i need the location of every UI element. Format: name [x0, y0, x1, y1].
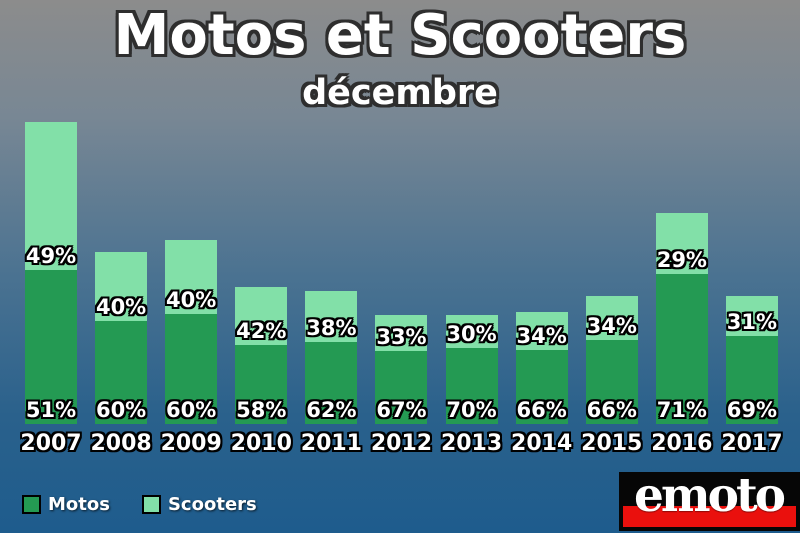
bar-group-2013: 30% 70% 2013 [441, 315, 502, 456]
motos-value-label: 51% [25, 398, 77, 422]
bar-group-2015: 34% 66% 2015 [581, 296, 642, 456]
year-label: 2010 [230, 431, 292, 456]
motos-segment: 67% [375, 351, 428, 424]
legend-label-scooters: Scooters [167, 494, 257, 515]
year-label: 2013 [440, 431, 503, 456]
motos-value-label: 66% [586, 398, 637, 422]
scooters-value-label: 38% [306, 316, 357, 340]
plot-area: 49% 51% 2007 40% 60% 2008 40% 60% 2009 42% 58% 2010… [20, 0, 783, 456]
motos-value-label: 69% [726, 398, 778, 422]
motos-segment: 60% [165, 314, 218, 424]
scooters-segment: 40% [95, 252, 148, 321]
scooters-value-label: 30% [446, 322, 497, 346]
scooters-value-label: 31% [726, 310, 778, 334]
motos-segment: 62% [305, 342, 358, 424]
motos-value-label: 70% [446, 398, 497, 422]
motos-value-label: 60% [166, 398, 217, 422]
year-label: 2012 [370, 431, 433, 456]
logo-text: emoto [633, 468, 786, 523]
scooters-value-label: 49% [25, 244, 77, 268]
scooters-value-label: 40% [95, 295, 147, 319]
bar-group-2009: 40% 60% 2009 [161, 240, 222, 456]
scooters-segment: 42% [235, 287, 288, 345]
motos-segment: 58% [235, 345, 288, 424]
scooters-segment: 31% [725, 296, 778, 336]
motos-value-label: 67% [376, 398, 427, 422]
motos-value-label: 71% [656, 398, 707, 422]
motos-value-label: 60% [95, 398, 147, 422]
motos-value-label: 58% [236, 398, 287, 422]
scooters-value-label: 34% [516, 324, 567, 348]
year-label: 2008 [90, 431, 152, 456]
scooters-value-label: 42% [236, 319, 287, 343]
bar-group-2007: 49% 51% 2007 [20, 122, 82, 456]
motos-value-label: 62% [306, 398, 357, 422]
motos-segment: 66% [585, 340, 638, 424]
scooters-value-label: 34% [586, 314, 637, 338]
motos-segment: 51% [25, 270, 77, 424]
chart-title: Motos et Scooters [113, 3, 687, 68]
motos-color-swatch [22, 495, 41, 514]
motos-segment: 60% [95, 321, 148, 424]
bar-group-2016: 29% 71% 2016 [651, 213, 712, 456]
scooters-segment: 49% [25, 122, 77, 270]
emoto-logo: emoto [619, 468, 800, 531]
bar-group-2017: 31% 69% 2017 [721, 296, 783, 456]
year-label: 2017 [721, 431, 783, 456]
scooters-segment: 33% [375, 315, 428, 351]
scooters-segment: 38% [305, 291, 358, 342]
scooters-segment: 30% [445, 315, 498, 348]
legend-label-motos: Motos [48, 494, 110, 515]
bar-group-2014: 34% 66% 2014 [511, 312, 572, 456]
year-label: 2011 [300, 431, 362, 456]
year-label: 2007 [20, 431, 82, 456]
legend-item-scooters: Scooters [141, 494, 257, 515]
scooters-value-label: 29% [656, 248, 707, 272]
year-label: 2015 [581, 431, 643, 456]
scooters-segment: 40% [165, 240, 218, 314]
motos-segment: 71% [655, 274, 708, 424]
bar-group-2008: 40% 60% 2008 [90, 252, 152, 456]
chart-subtitle: décembre [302, 73, 498, 113]
year-label: 2016 [651, 431, 713, 456]
year-label: 2014 [511, 431, 573, 456]
legend-item-motos: Motos [22, 494, 110, 515]
logo-red-stripe [623, 506, 796, 527]
bar-group-2011: 38% 62% 2011 [301, 291, 362, 456]
motos-segment: 66% [515, 350, 568, 424]
motos-segment: 69% [725, 336, 778, 424]
year-label: 2009 [160, 431, 222, 456]
scooters-value-label: 40% [166, 288, 217, 312]
bar-group-2012: 33% 67% 2012 [371, 315, 432, 456]
scooters-value-label: 33% [376, 325, 427, 349]
scooters-color-swatch [141, 495, 161, 514]
motos-segment: 70% [445, 348, 498, 424]
motos-value-label: 66% [516, 398, 567, 422]
scooters-segment: 29% [655, 213, 708, 274]
scooters-segment: 34% [585, 296, 638, 340]
scooters-segment: 34% [515, 312, 568, 350]
bar-group-2010: 42% 58% 2010 [231, 287, 292, 456]
legend: Motos Scooters [22, 494, 257, 515]
